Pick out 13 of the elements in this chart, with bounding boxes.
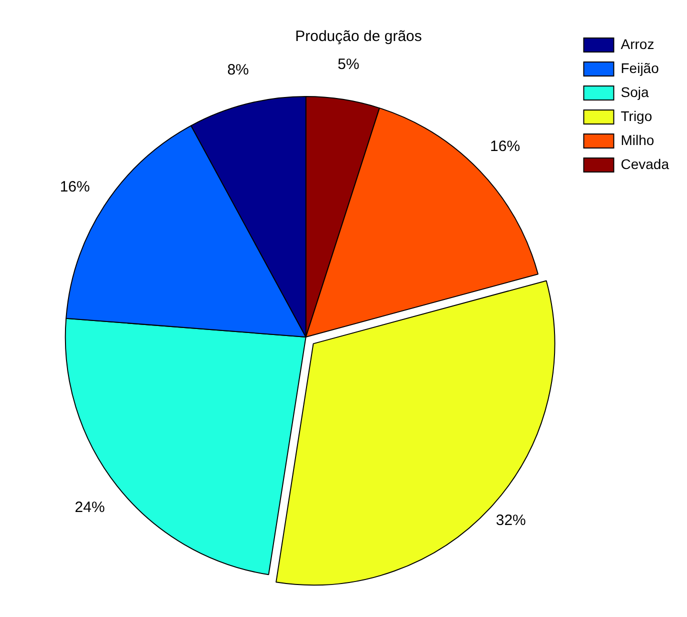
legend-label: Soja bbox=[620, 84, 649, 100]
legend-label: Feijão bbox=[620, 60, 660, 76]
legend-label: Milho bbox=[620, 132, 654, 148]
data-label: 8% bbox=[227, 61, 249, 78]
legend-label: Cevada bbox=[620, 156, 670, 172]
chart-title: Produção de grãos bbox=[295, 28, 422, 46]
legend-label: Arroz bbox=[620, 36, 654, 52]
data-label: 32% bbox=[496, 512, 526, 529]
data-label: 24% bbox=[74, 498, 105, 516]
data-label: 16% bbox=[60, 178, 90, 196]
data-label: 16% bbox=[490, 138, 520, 156]
data-label: 5% bbox=[338, 56, 360, 74]
legend-label: Trigo bbox=[620, 108, 652, 124]
